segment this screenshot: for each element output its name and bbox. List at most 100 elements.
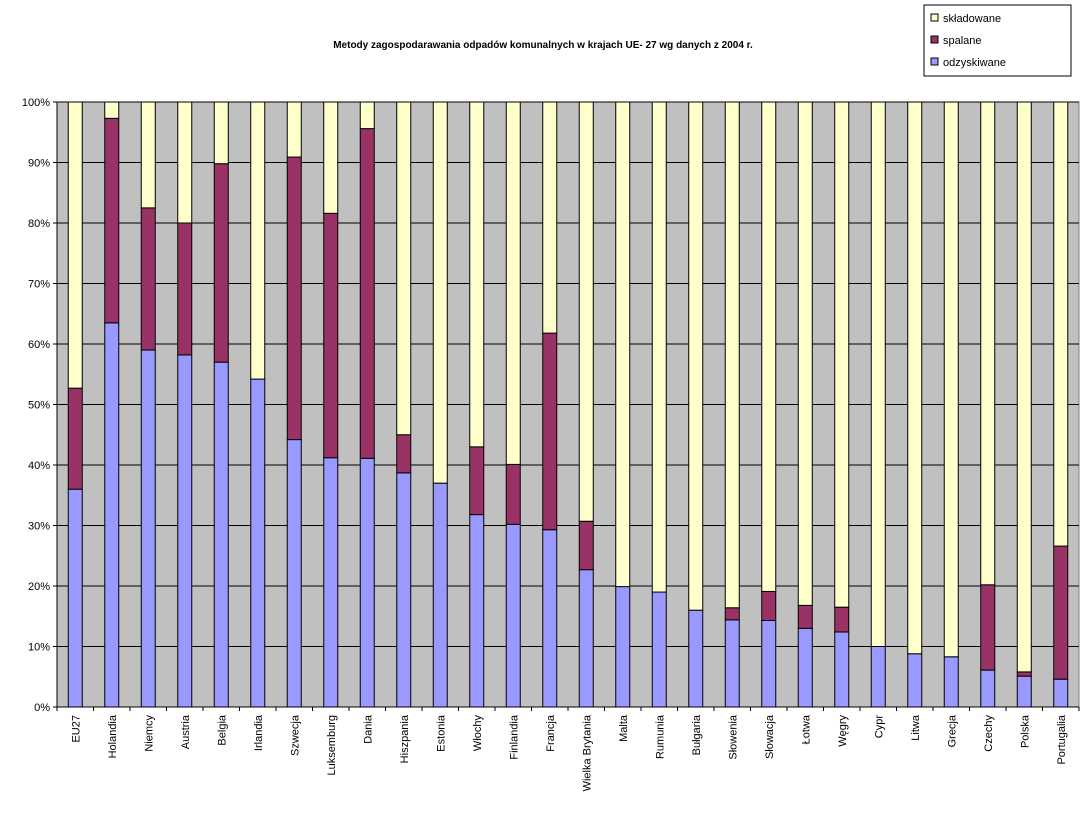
legend-label: składowane [943, 13, 1001, 25]
bar-segment-składowane [432, 101, 448, 484]
bar-segment-spalane [980, 584, 996, 671]
bar-segment-odzyskiwane [323, 457, 339, 708]
bar-segment-odzyskiwane [250, 378, 266, 708]
bar-segment-odzyskiwane [396, 472, 412, 708]
x-tick-label: Bułgaria [691, 714, 703, 755]
bar-segment-spalane [724, 607, 740, 621]
bar-segment-składowane [907, 101, 923, 655]
bar-segment-odzyskiwane [761, 619, 777, 708]
bar-segment-składowane [980, 101, 996, 586]
x-axis: EU27 Holandia Niemcy Austria Belgia Irlandia S… [56, 706, 1080, 791]
bar-segment-odzyskiwane [907, 653, 923, 708]
bar-segment-odzyskiwane [469, 514, 485, 708]
y-tick-label: 0% [34, 702, 50, 714]
legend: składowane spalane odzyskiwane [923, 4, 1072, 77]
bar-segment-spalane [359, 128, 375, 459]
bar-segment-składowane [359, 101, 375, 130]
y-tick-label: 70% [28, 279, 50, 291]
bar-segment-odzyskiwane [177, 354, 193, 708]
legend-label: spalane [943, 35, 982, 47]
x-tick-label: Cypr [873, 715, 885, 739]
x-tick-label: Francja [545, 714, 557, 752]
x-tick-label: Rumunia [654, 714, 666, 759]
y-tick-label: 60% [28, 339, 50, 351]
x-tick-label: Czechy [983, 715, 995, 752]
bar-segment-odzyskiwane [1053, 678, 1069, 708]
bar-segment-odzyskiwane [505, 523, 521, 708]
bar-segment-składowane [615, 101, 631, 588]
bar-segment-spalane [578, 520, 594, 571]
bar-segment-odzyskiwane [1016, 675, 1032, 708]
legend-swatch [930, 13, 939, 22]
bar-segment-odzyskiwane [724, 619, 740, 708]
bar-segment-składowane [104, 101, 120, 119]
bar-segment-składowane [323, 101, 339, 214]
x-tick-label: Niemcy [143, 715, 155, 752]
bar-segment-odzyskiwane [870, 646, 886, 708]
legend-label: odzyskiwane [943, 57, 1006, 69]
legend-box [923, 4, 1072, 77]
bar-segment-spalane [67, 387, 83, 490]
x-tick-label: Belgia [216, 714, 228, 745]
x-tick-label: Portugalia [1056, 714, 1068, 764]
bar-segment-spalane [542, 332, 558, 531]
bar-segment-odzyskiwane [797, 627, 813, 708]
y-tick-label: 50% [28, 400, 50, 412]
x-tick-label: Polska [1019, 714, 1031, 748]
bar-segment-odzyskiwane [432, 482, 448, 708]
y-tick-label: 10% [28, 642, 50, 654]
bar-segment-spalane [177, 222, 193, 356]
bar-segment-spalane [834, 606, 850, 633]
bar-segment-składowane [834, 101, 850, 608]
legend-swatch [930, 35, 939, 44]
x-tick-label: Włochy [472, 715, 484, 752]
bar-segment-spalane [323, 212, 339, 459]
bar-segment-składowane [505, 101, 521, 465]
x-tick-label: Malta [618, 714, 630, 742]
bar-segment-składowane [286, 101, 302, 158]
bar-segment-odzyskiwane [578, 569, 594, 708]
bar-segment-odzyskiwane [834, 631, 850, 708]
bar-segment-spalane [140, 207, 156, 351]
x-tick-label: Grecja [946, 714, 958, 747]
bar-segment-składowane [213, 101, 229, 165]
bar-segment-spalane [286, 156, 302, 441]
bar-segment-spalane [1016, 671, 1032, 677]
bar-segment-składowane [542, 101, 558, 334]
bar-segment-składowane [943, 101, 959, 658]
x-tick-label: Irlandia [253, 714, 265, 751]
x-tick-label: Łotwa [800, 714, 812, 744]
bar-segment-odzyskiwane [943, 656, 959, 708]
bar-segment-spalane [761, 590, 777, 621]
x-tick-label: Holandia [107, 714, 119, 758]
bar-segment-spalane [396, 434, 412, 474]
x-tick-label: Litwa [910, 714, 922, 741]
bar-segment-składowane [140, 101, 156, 209]
y-tick-label: 30% [28, 521, 50, 533]
bar-segment-spalane [505, 463, 521, 525]
bar-segment-odzyskiwane [359, 457, 375, 708]
y-tick-label: 90% [28, 158, 50, 170]
bar-segment-składowane [797, 101, 813, 606]
bar-segment-składowane [870, 101, 886, 647]
bar-segment-odzyskiwane [651, 591, 667, 708]
bar-segment-składowane [469, 101, 485, 448]
bar-segment-odzyskiwane [104, 322, 120, 708]
bar-segment-odzyskiwane [542, 529, 558, 708]
bar-segment-spalane [469, 446, 485, 516]
bar-segment-składowane [250, 101, 266, 380]
bar-segment-spalane [213, 163, 229, 363]
x-tick-label: Estonia [435, 714, 447, 752]
bar-segment-składowane [724, 101, 740, 609]
bar-segment-spalane [1053, 545, 1069, 680]
bar-segment-odzyskiwane [615, 586, 631, 708]
bar-segment-składowane [651, 101, 667, 593]
legend-swatch [930, 57, 939, 66]
bar-segment-odzyskiwane [286, 439, 302, 708]
bar-segment-odzyskiwane [67, 488, 83, 708]
x-tick-label: Słowacja [764, 714, 776, 759]
bar-segment-składowane [177, 101, 193, 224]
chart-title: Metody zagospodarawania odpadów komunaln… [333, 40, 753, 51]
y-tick-label: 40% [28, 460, 50, 472]
